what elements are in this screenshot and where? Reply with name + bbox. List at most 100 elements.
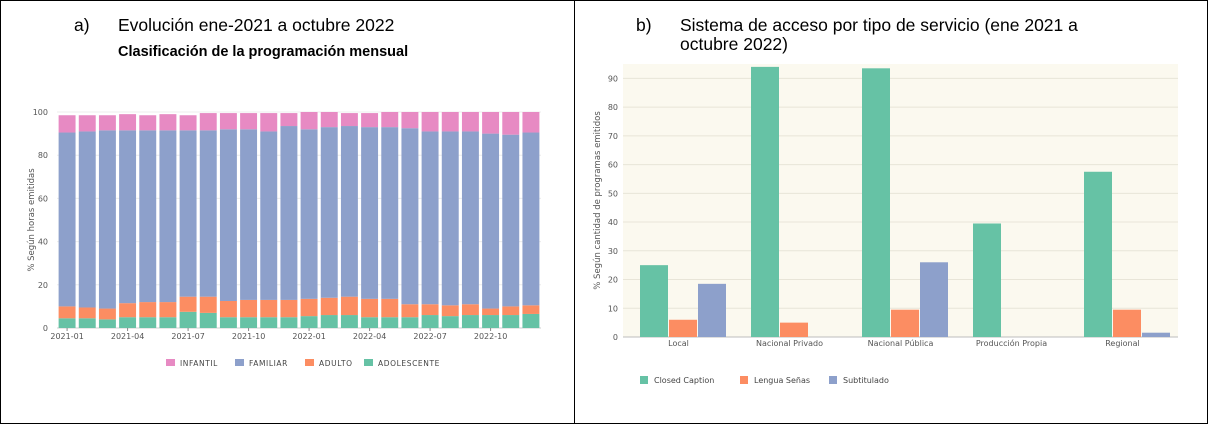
bar-adulto-2022-01 — [300, 298, 318, 317]
bar-adulto-2022-08 — [441, 305, 459, 317]
bar-familiar-2022-04 — [361, 127, 379, 299]
bar-adulto-2021-01 — [58, 306, 76, 319]
bar-infantil-2021-12 — [280, 113, 298, 127]
panel-a-caption: a) Evolución ene-2021 a octubre 2022 — [74, 16, 394, 35]
stacked-bar-chart: 0 20 40 60 80 100 2021-01 2021-04 2021-07 2021-10… — [27, 108, 541, 368]
bar-infantil-2021-05 — [139, 115, 157, 131]
legend-label-adulto: ADULTO — [319, 359, 353, 368]
bar-adulto-2021-06 — [159, 302, 177, 318]
bar-closed-caption-nacional-privado — [751, 66, 779, 338]
x-tick-label: 2022-04 — [353, 332, 386, 341]
legend-swatch-familiar — [235, 359, 244, 366]
y-tick-label: 80 — [38, 151, 48, 160]
bar-adulto-2022-09 — [461, 304, 479, 316]
bar-infantil-2022-12 — [522, 112, 540, 133]
x-tick-label: 2022-07 — [413, 332, 446, 341]
bar-adolescente-2021-01 — [58, 318, 76, 328]
bar-adolescente-2022-04 — [361, 317, 379, 328]
bar-infantil-2021-08 — [199, 113, 217, 131]
bar-infantil-2021-06 — [159, 114, 177, 131]
bar-infantil-2021-02 — [78, 115, 96, 132]
bar-adolescente-2021-04 — [119, 317, 137, 328]
bar-adolescente-2021-03 — [98, 319, 116, 328]
y-axis-title: % Según cantidad de programas emitidos — [593, 111, 603, 290]
legend-label-adolescente: ADOLESCENTE — [378, 359, 440, 368]
bar-adulto-2022-10 — [482, 308, 500, 316]
legend-swatch-lengua-senas — [740, 376, 748, 384]
bar-adulto-2021-09 — [219, 301, 237, 318]
bar-adulto-2021-04 — [119, 303, 137, 318]
bar-infantil-2022-11 — [502, 112, 520, 135]
bar-infantil-2021-03 — [98, 115, 116, 131]
bar-infantil-2021-01 — [58, 115, 76, 133]
bar-infantil-2021-09 — [219, 113, 237, 130]
bar-adulto-2022-07 — [421, 304, 439, 316]
bar-adolescente-2021-10 — [240, 317, 258, 328]
y-tick-label: 100 — [33, 108, 48, 117]
bar-adolescente-2021-11 — [260, 317, 278, 328]
bar-familiar-2021-04 — [119, 130, 137, 304]
y-tick-label: 20 — [608, 276, 618, 285]
bar-infantil-2021-11 — [260, 113, 278, 132]
bar-familiar-2021-06 — [159, 130, 177, 303]
bar-adolescente-2021-02 — [78, 318, 96, 328]
bar-familiar-2022-01 — [300, 129, 318, 299]
x-tick-label: Nacional Privado — [756, 339, 823, 348]
bar-adolescente-2022-01 — [300, 316, 318, 328]
bar-adolescente-2021-09 — [219, 317, 237, 328]
panel-a-subtitle: Clasificación de la programación mensual — [118, 44, 409, 60]
bar-adulto-2022-12 — [522, 305, 540, 314]
panel-b-caption-line1: Sistema de acceso por tipo de servicio (… — [680, 15, 1078, 35]
bar-familiar-2022-11 — [502, 134, 520, 307]
bar-adulto-2022-04 — [361, 298, 379, 318]
legend-swatch-infantil — [166, 359, 175, 366]
bar-familiar-2021-08 — [199, 130, 217, 297]
panel-b-caption-label: b) — [636, 15, 652, 35]
bar-infantil-2022-10 — [482, 112, 500, 134]
y-tick-label: 30 — [608, 247, 618, 256]
x-tick-label: 2022-01 — [292, 332, 325, 341]
panel-divider — [574, 0, 575, 424]
bar-familiar-2021-02 — [78, 131, 96, 308]
x-tick-label: 2021-01 — [50, 332, 83, 341]
y-tick-label: 40 — [38, 238, 48, 247]
bar-adulto-2021-10 — [240, 299, 258, 318]
bar-adulto-2021-05 — [139, 302, 157, 318]
legend-swatch-adolescente — [364, 359, 373, 366]
bar-subtitulado-regional — [1142, 332, 1170, 337]
bar-adulto-2022-03 — [340, 296, 358, 316]
bar-closed-caption-produccion-propia — [973, 223, 1001, 337]
bar-familiar-2021-12 — [280, 126, 298, 300]
panel-b: b) Sistema de acceso por tipo de servicio… — [575, 0, 1208, 424]
bar-infantil-2022-03 — [340, 113, 358, 127]
bar-adolescente-2022-07 — [421, 315, 439, 328]
bar-adulto-2021-07 — [179, 296, 197, 312]
bar-lengua-senas-regional — [1113, 309, 1141, 337]
legend-label-subtitulado: Subtitulado — [843, 376, 889, 385]
y-tick-label: 0 — [613, 333, 618, 342]
y-tick-label: 60 — [608, 161, 618, 170]
bar-familiar-2022-10 — [482, 133, 500, 309]
bar-infantil-2021-07 — [179, 115, 197, 131]
bar-adolescente-2021-07 — [179, 311, 197, 328]
panel-a-caption-text: Evolución ene-2021 a octubre 2022 — [118, 15, 395, 35]
legend-swatch-adulto — [305, 359, 314, 366]
bar-adulto-2021-08 — [199, 296, 217, 313]
y-tick-label: 70 — [608, 132, 618, 141]
bar-adulto-2021-02 — [78, 307, 96, 319]
bar-adolescente-2021-08 — [199, 312, 217, 328]
bar-infantil-2022-08 — [441, 112, 459, 132]
bar-infantil-2022-04 — [361, 113, 379, 128]
bar-familiar-2021-05 — [139, 130, 157, 303]
bar-adolescente-2022-03 — [340, 315, 358, 328]
y-tick-label: 10 — [608, 304, 618, 313]
x-tick-label: Regional — [1105, 339, 1140, 348]
grouped-bar-chart: 0 10 20 30 40 50 60 70 80 90 Local Nacional Privado… — [593, 64, 1178, 385]
bar-closed-caption-local — [640, 265, 668, 337]
legend-label-lengua-senas: Lengua Señas — [754, 376, 810, 385]
bar-adolescente-2021-12 — [280, 317, 298, 328]
bar-familiar-2022-03 — [340, 126, 358, 297]
bar-adulto-2022-06 — [401, 304, 419, 318]
bar-familiar-2022-02 — [320, 127, 338, 298]
bar-adolescente-2022-10 — [482, 315, 500, 328]
